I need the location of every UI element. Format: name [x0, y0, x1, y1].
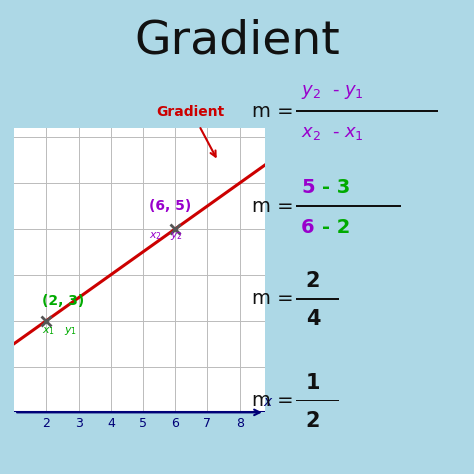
Text: $x_1$: $x_1$	[42, 326, 55, 337]
Text: (2, 3): (2, 3)	[42, 293, 84, 308]
Text: m =: m =	[252, 197, 294, 216]
Text: (6, 5): (6, 5)	[149, 199, 192, 213]
Text: $y_2$: $y_2$	[301, 83, 321, 101]
Text: - 3: - 3	[322, 178, 351, 197]
Text: $x_2$: $x_2$	[149, 230, 163, 242]
Text: m =: m =	[252, 289, 294, 308]
Text: - 2: - 2	[322, 218, 351, 237]
Text: x: x	[263, 395, 271, 409]
Text: Gradient: Gradient	[156, 105, 225, 119]
Text: 4: 4	[306, 309, 320, 329]
Text: m =: m =	[252, 102, 294, 121]
Text: m =: m =	[252, 391, 294, 410]
Text: 6: 6	[301, 218, 315, 237]
Text: - $x_1$: - $x_1$	[332, 124, 364, 142]
Text: Gradient: Gradient	[134, 19, 340, 64]
Text: 2: 2	[306, 411, 320, 431]
Text: 5: 5	[301, 178, 315, 197]
Text: $y_2$: $y_2$	[171, 230, 183, 242]
Text: $y_1$: $y_1$	[64, 326, 77, 337]
Text: 1: 1	[306, 373, 320, 392]
Text: 2: 2	[306, 271, 320, 291]
Text: $x_2$: $x_2$	[301, 124, 321, 142]
Text: - $y_1$: - $y_1$	[332, 83, 364, 101]
